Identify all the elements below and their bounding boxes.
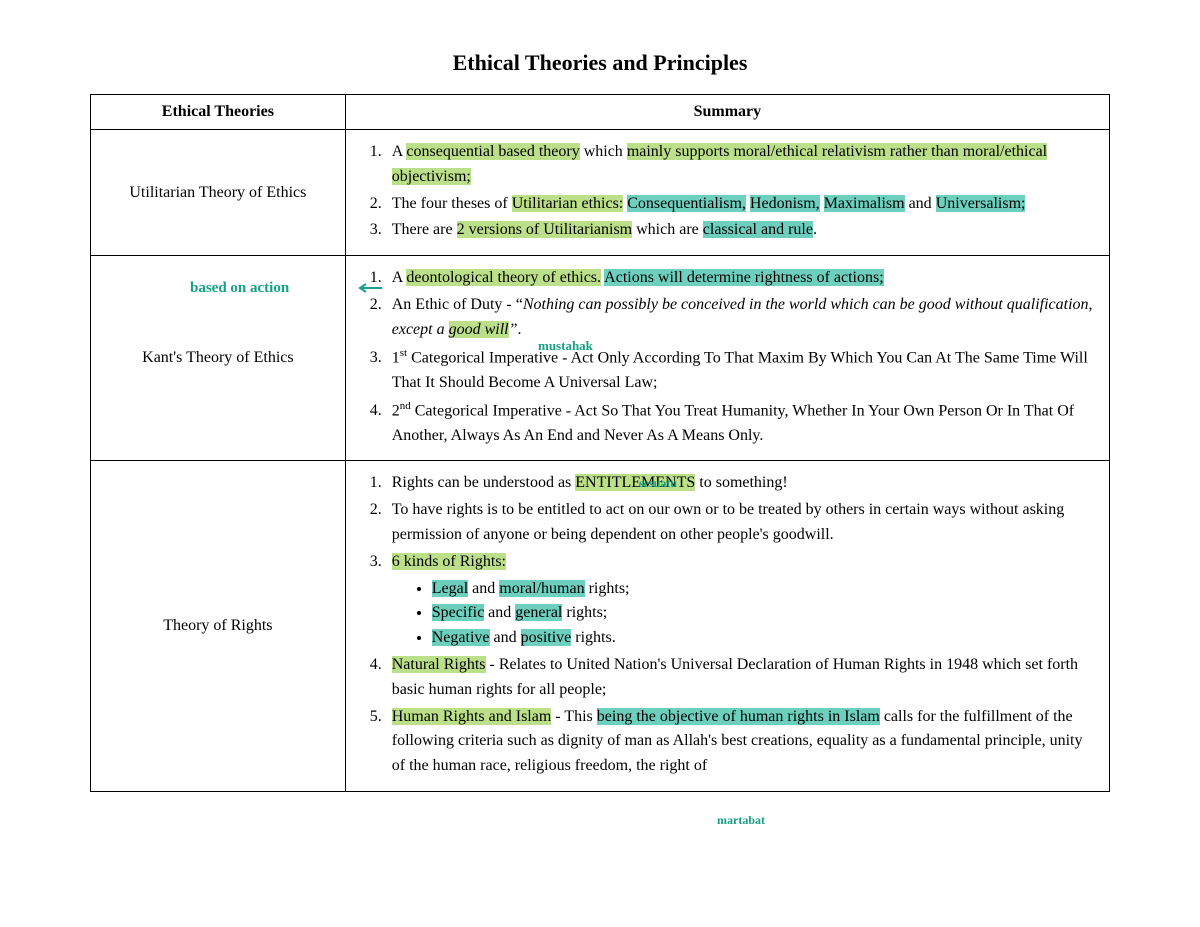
- theory-utilitarian: Utilitarian Theory of Ethics: [91, 130, 346, 256]
- list-item: A consequential based theory which mainl…: [386, 140, 1093, 190]
- list-item: A deontological theory of ethics. Action…: [386, 266, 1093, 291]
- text: Categorical Imperative - Act Only Accord…: [392, 349, 1088, 391]
- highlight: Hedonism,: [750, 195, 820, 212]
- highlight: Actions will determine rightness of acti…: [604, 269, 884, 286]
- table-row: Kant's Theory of Ethics A deontological …: [91, 256, 1110, 461]
- text: 2: [392, 402, 400, 419]
- summary-rights: Rights can be understood as ENTITLEMENTS…: [345, 461, 1109, 792]
- text: A: [392, 143, 407, 160]
- text: - Relates to United Nation's Universal D…: [392, 656, 1078, 698]
- list-item: The four theses of Utilitarian ethics: C…: [386, 192, 1093, 217]
- list-item: 6 kinds of Rights: Legal and moral/human…: [386, 550, 1093, 651]
- highlight: Specific: [432, 604, 484, 621]
- table-row: Theory of Rights Rights can be understoo…: [91, 461, 1110, 792]
- text: .: [813, 221, 817, 238]
- list-item: To have rights is to be entitled to act …: [386, 498, 1093, 548]
- highlight: Universalism;: [936, 195, 1026, 212]
- header-theories: Ethical Theories: [91, 95, 346, 130]
- superscript: nd: [400, 400, 411, 412]
- table-header-row: Ethical Theories Summary: [91, 95, 1110, 130]
- text: To have rights is to be entitled to act …: [392, 501, 1065, 543]
- header-summary: Summary: [345, 95, 1109, 130]
- summary-kant: A deontological theory of ethics. Action…: [345, 256, 1109, 461]
- text: rights.: [571, 629, 615, 646]
- highlight: general: [515, 604, 562, 621]
- text: “: [516, 296, 523, 313]
- highlight: being the objective of human rights in I…: [597, 708, 880, 725]
- superscript: st: [400, 347, 407, 359]
- text: and: [484, 604, 515, 621]
- text: Rights can be understood as: [392, 474, 576, 491]
- text: rights;: [562, 604, 607, 621]
- highlight: 6 kinds of Rights:: [392, 553, 506, 570]
- list-item: An Ethic of Duty - “Nothing can possibly…: [386, 293, 1093, 343]
- highlight: consequential based theory: [406, 143, 579, 160]
- list-item: Natural Rights - Relates to United Natio…: [386, 653, 1093, 703]
- highlight: ENTITLEMENTS: [575, 474, 695, 491]
- highlight: positive: [521, 629, 572, 646]
- highlight: Natural Rights: [392, 656, 486, 673]
- text: and: [490, 629, 521, 646]
- text: ”: [509, 321, 518, 338]
- annotation-martabat: martabat: [717, 814, 765, 826]
- highlight: good will: [449, 321, 509, 338]
- highlight: Human Rights and Islam: [392, 708, 552, 725]
- text: The four theses of: [392, 195, 512, 212]
- theory-kant: Kant's Theory of Ethics: [91, 256, 346, 461]
- summary-utilitarian: A consequential based theory which mainl…: [345, 130, 1109, 256]
- text: An Ethic of Duty -: [392, 296, 516, 313]
- text: 1: [392, 349, 400, 366]
- list-item: Rights can be understood as ENTITLEMENTS…: [386, 471, 1093, 496]
- theory-rights: Theory of Rights: [91, 461, 346, 792]
- list-item: There are 2 versions of Utilitarianism w…: [386, 218, 1093, 243]
- list-item: Specific and general rights;: [432, 601, 1093, 626]
- text: which are: [632, 221, 703, 238]
- text: Categorical Imperative - Act So That You…: [392, 402, 1074, 444]
- text: and: [468, 580, 499, 597]
- page-title: Ethical Theories and Principles: [90, 50, 1110, 76]
- highlight: classical and rule: [703, 221, 813, 238]
- highlight: deontological theory of ethics.: [406, 269, 601, 286]
- list-item: Negative and positive rights.: [432, 626, 1093, 651]
- list-item: 2nd Categorical Imperative - Act So That…: [386, 398, 1093, 449]
- list-item: Legal and moral/human rights;: [432, 577, 1093, 602]
- ethics-table: Ethical Theories Summary Utilitarian The…: [90, 94, 1110, 792]
- highlight: moral/human: [499, 580, 584, 597]
- highlight: Legal: [432, 580, 468, 597]
- page: Ethical Theories and Principles Ethical …: [0, 0, 1200, 927]
- highlight: 2 versions of Utilitarianism: [457, 221, 633, 238]
- text: There are: [392, 221, 457, 238]
- text: - This: [551, 708, 596, 725]
- highlight: Consequentialism,: [627, 195, 746, 212]
- list-item: Human Rights and Islam - This being the …: [386, 705, 1093, 779]
- highlight: Utilitarian ethics:: [512, 195, 624, 212]
- table-row: Utilitarian Theory of Ethics A consequen…: [91, 130, 1110, 256]
- highlight: Negative: [432, 629, 490, 646]
- highlight: Maximalism: [824, 195, 905, 212]
- text: and: [905, 195, 936, 212]
- list-item: 1st Categorical Imperative - Act Only Ac…: [386, 345, 1093, 396]
- text: which: [580, 143, 627, 160]
- text: A: [392, 269, 407, 286]
- text: to something!: [695, 474, 787, 491]
- text: .: [518, 321, 522, 338]
- text: rights;: [585, 580, 630, 597]
